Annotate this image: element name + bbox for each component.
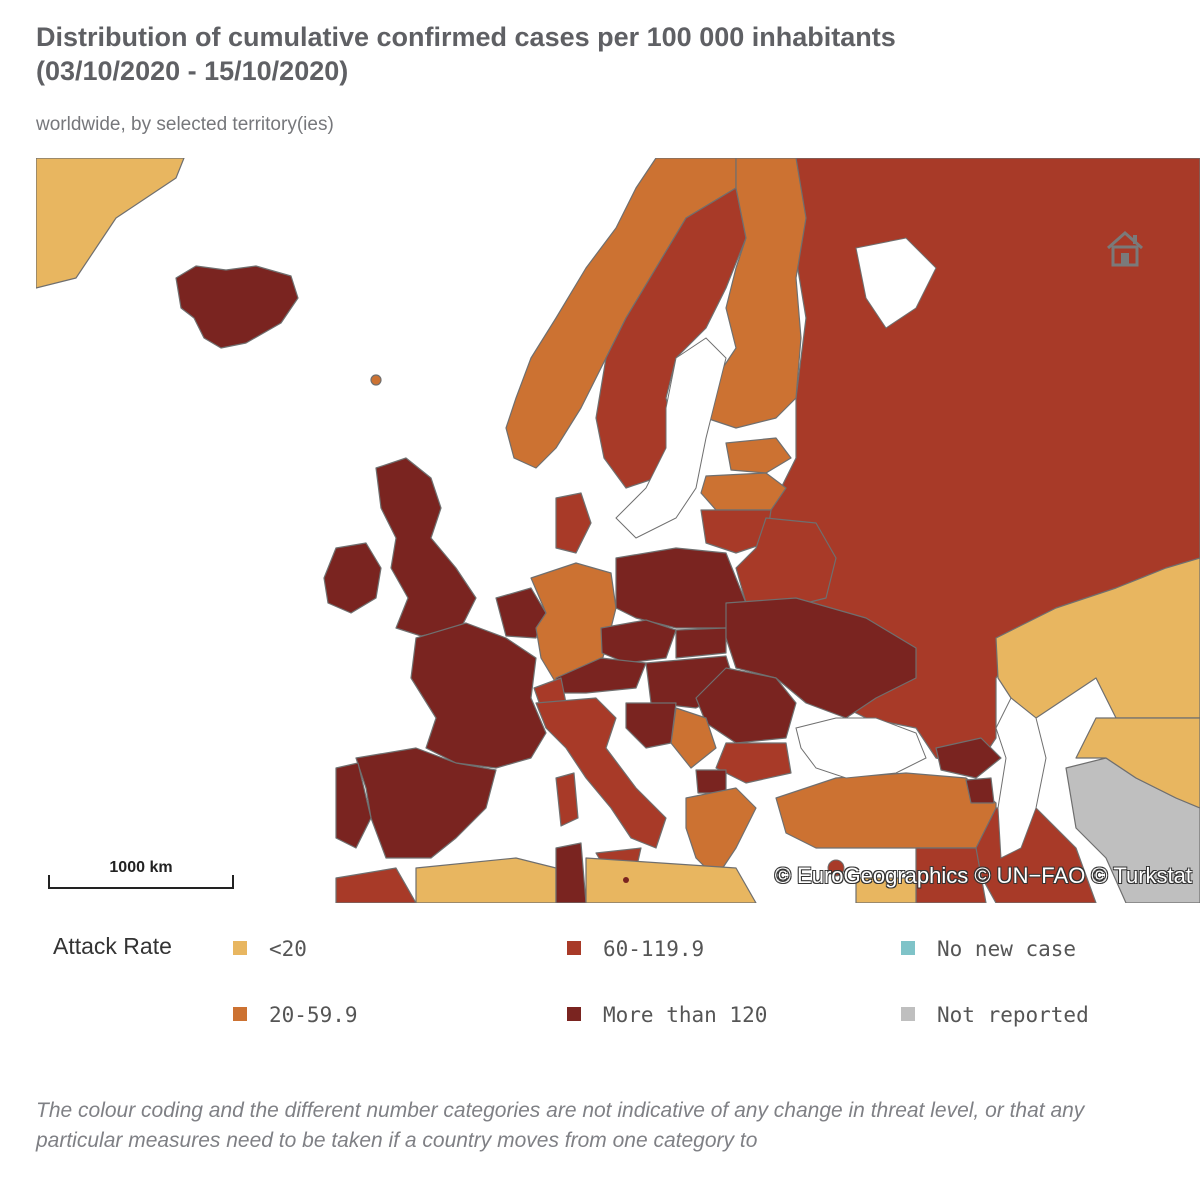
region-czechia[interactable] bbox=[600, 619, 677, 664]
region-sweden[interactable] bbox=[595, 187, 747, 489]
region-egypt[interactable] bbox=[855, 877, 917, 903]
legend-label: Not reported bbox=[937, 1003, 1089, 1027]
map-canvas[interactable] bbox=[36, 158, 1200, 903]
legend-label: 20-59.9 bbox=[269, 1003, 358, 1027]
region-italy[interactable] bbox=[535, 697, 667, 849]
region-uzbekistan[interactable] bbox=[1075, 717, 1200, 809]
home-icon bbox=[1107, 230, 1143, 267]
region-north-macedonia[interactable] bbox=[695, 769, 727, 794]
region-armenia[interactable] bbox=[965, 777, 995, 804]
region-croatia[interactable] bbox=[625, 702, 677, 749]
region-spain[interactable] bbox=[355, 747, 497, 859]
region-slovakia[interactable] bbox=[675, 627, 727, 659]
legend-swatch bbox=[901, 941, 915, 955]
region-cyprus[interactable] bbox=[827, 859, 845, 877]
region-tunisia[interactable] bbox=[555, 842, 587, 903]
region-uk[interactable] bbox=[375, 457, 477, 637]
legend-label: 60-119.9 bbox=[603, 937, 705, 961]
legend-item-20-59[interactable]: 20-59.9 bbox=[233, 1003, 358, 1027]
region-morocco[interactable] bbox=[335, 867, 417, 903]
legend-label: No new case bbox=[937, 937, 1077, 961]
scale-tick-left bbox=[48, 875, 50, 889]
legend-swatch bbox=[233, 1007, 247, 1021]
region-finland[interactable] bbox=[705, 158, 807, 429]
region-bulgaria[interactable] bbox=[715, 742, 792, 784]
legend-swatch bbox=[567, 1007, 581, 1021]
title-line-2: (03/10/2020 - 15/10/2020) bbox=[36, 56, 349, 86]
legend-label: More than 120 bbox=[603, 1003, 768, 1027]
region-denmark[interactable] bbox=[555, 492, 592, 554]
region-sardinia[interactable] bbox=[555, 772, 579, 827]
region-latvia[interactable] bbox=[700, 472, 787, 511]
legend-item-60-119[interactable]: 60-119.9 bbox=[567, 937, 704, 961]
region-georgia[interactable] bbox=[935, 737, 1002, 779]
region-estonia[interactable] bbox=[725, 437, 792, 474]
scale-tick-right bbox=[232, 875, 234, 889]
scale-label: 1000 km bbox=[109, 859, 173, 876]
legend-swatch bbox=[567, 941, 581, 955]
sea-white-sea bbox=[855, 237, 937, 329]
title-line-1: Distribution of cumulative confirmed cas… bbox=[36, 22, 896, 52]
legend-swatch bbox=[901, 1007, 915, 1021]
home-button[interactable] bbox=[1102, 226, 1148, 272]
region-ireland[interactable] bbox=[323, 542, 382, 614]
region-portugal[interactable] bbox=[335, 762, 372, 849]
region-algeria[interactable] bbox=[415, 857, 557, 903]
region-turkey[interactable] bbox=[775, 772, 997, 849]
legend-item-more-than-120[interactable]: More than 120 bbox=[567, 1003, 767, 1027]
footnote: The colour coding and the different numb… bbox=[36, 1099, 1085, 1152]
legend-swatch bbox=[233, 941, 247, 955]
map-copyright: © EuroGeographics © UN−FAO © Turkstat bbox=[774, 863, 1192, 888]
legend-item-lt20[interactable]: <20 bbox=[233, 937, 307, 961]
sea-baltic bbox=[615, 337, 727, 539]
sea-caspian bbox=[995, 697, 1047, 859]
region-greece[interactable] bbox=[685, 787, 757, 879]
region-greenland[interactable] bbox=[36, 158, 185, 289]
region-malta[interactable] bbox=[623, 877, 629, 883]
region-iceland[interactable] bbox=[175, 265, 299, 349]
scale-bar: 1000 km bbox=[48, 859, 234, 889]
page-title: Distribution of cumulative confirmed cas… bbox=[36, 20, 1166, 88]
legend-label: <20 bbox=[269, 937, 307, 961]
choropleth-map[interactable]: 1000 km © EuroGeographics © UN−FAO © Tur… bbox=[36, 158, 1200, 903]
legend-item-not-reported[interactable]: Not reported bbox=[901, 1003, 1089, 1027]
region-libya[interactable] bbox=[585, 857, 757, 903]
scale-line bbox=[48, 887, 234, 889]
legend-item-no-new-case[interactable]: No new case bbox=[901, 937, 1076, 961]
region-france[interactable] bbox=[410, 622, 547, 769]
region-faroe[interactable] bbox=[370, 374, 382, 386]
subtitle: worldwide, by selected territory(ies) bbox=[36, 114, 334, 135]
sea-black-sea bbox=[795, 717, 927, 779]
region-romania[interactable] bbox=[695, 667, 797, 744]
region-lithuania[interactable] bbox=[700, 509, 772, 554]
legend-title: Attack Rate bbox=[53, 933, 172, 959]
region-ukraine[interactable] bbox=[725, 597, 917, 719]
